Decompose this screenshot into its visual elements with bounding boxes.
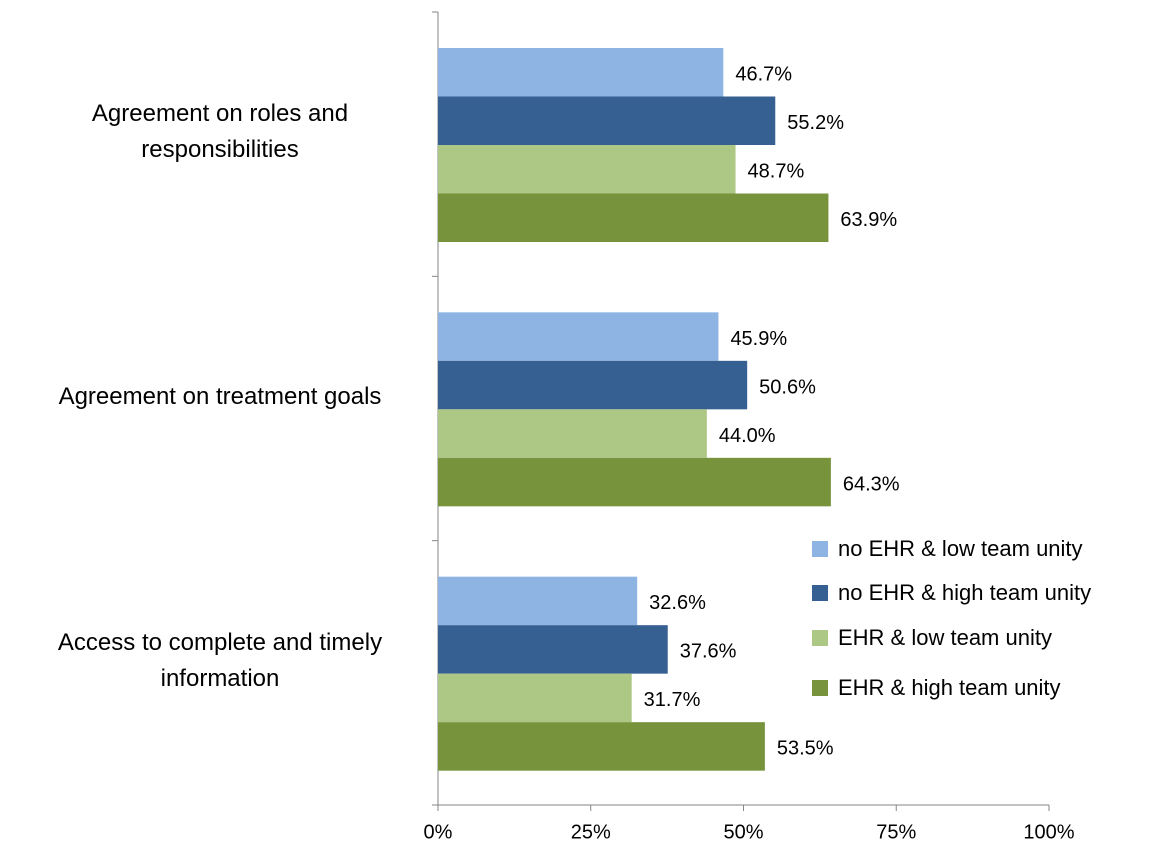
value-label: 32.6% — [649, 592, 706, 614]
x-tick-label: 100% — [1023, 821, 1074, 843]
category-label: Access to complete and timely informatio… — [57, 628, 383, 692]
value-label: 50.6% — [759, 376, 816, 398]
bar — [438, 48, 724, 97]
legend-label: EHR & low team unity — [838, 625, 1052, 650]
legend-swatch — [812, 630, 828, 646]
legend-swatch — [812, 680, 828, 696]
legend-label: no EHR & low team unity — [838, 536, 1083, 561]
bar — [438, 312, 719, 361]
bar — [438, 625, 668, 674]
value-label: 64.3% — [843, 473, 900, 495]
category-label: Agreement on treatment goals — [58, 382, 382, 410]
value-label: 37.6% — [680, 641, 737, 663]
x-tick-label: 25% — [571, 821, 611, 843]
value-label: 31.7% — [644, 689, 701, 711]
bar — [438, 409, 707, 458]
legend-label: no EHR & high team unity — [838, 580, 1091, 605]
value-label: 46.7% — [735, 64, 792, 86]
x-tick-label: 50% — [723, 821, 763, 843]
bar — [438, 145, 736, 194]
value-label: 48.7% — [748, 161, 805, 183]
value-label: 55.2% — [787, 112, 844, 134]
x-tick-label: 75% — [876, 821, 916, 843]
legend-swatch — [812, 541, 828, 557]
bar — [438, 193, 829, 242]
bar — [438, 576, 638, 626]
bar — [438, 96, 776, 145]
bar — [438, 360, 748, 410]
bar — [438, 673, 632, 723]
value-label: 44.0% — [719, 425, 776, 447]
bar — [438, 457, 831, 507]
category-label: Agreement on roles and responsibilities — [91, 100, 349, 164]
value-label: 45.9% — [730, 328, 787, 350]
legend-label: EHR & high team unity — [838, 675, 1061, 700]
bar — [438, 722, 765, 771]
value-label: 53.5% — [777, 738, 834, 760]
value-label: 63.9% — [840, 209, 897, 231]
x-tick-label: 0% — [424, 821, 453, 843]
legend-swatch — [812, 585, 828, 601]
